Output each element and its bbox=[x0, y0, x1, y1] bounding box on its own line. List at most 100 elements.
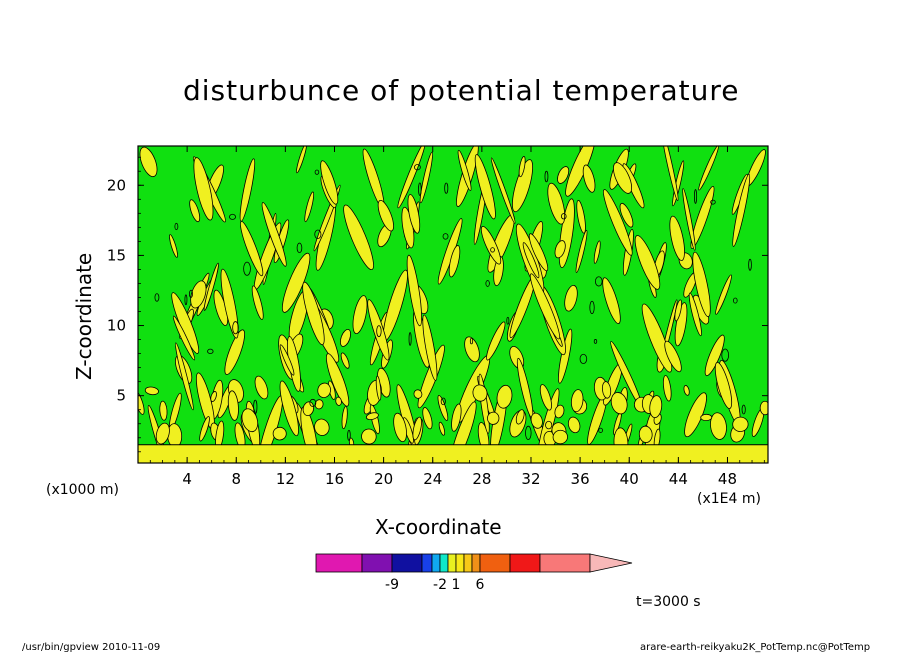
contour-region bbox=[422, 407, 433, 430]
contour-region bbox=[496, 384, 513, 409]
contour-region bbox=[486, 321, 506, 361]
contour-region bbox=[547, 182, 566, 225]
x-tick-label: 12 bbox=[276, 470, 295, 488]
contour-line bbox=[408, 332, 412, 346]
contour-region bbox=[789, 177, 800, 195]
colorbar-swatch bbox=[421, 553, 433, 573]
x-tick-label: 16 bbox=[325, 470, 344, 488]
x-tick-label: 44 bbox=[669, 470, 688, 488]
contour-region bbox=[422, 314, 438, 381]
y-tick-label: 15 bbox=[107, 246, 126, 264]
contour-region bbox=[518, 156, 526, 178]
colorbar-swatch bbox=[463, 553, 473, 573]
contour-region bbox=[437, 394, 449, 421]
contour-region bbox=[169, 234, 178, 258]
contour-region bbox=[487, 411, 500, 425]
contour-region bbox=[710, 412, 727, 440]
contour-region bbox=[341, 406, 348, 430]
contour-region bbox=[138, 390, 145, 415]
contour-region bbox=[377, 199, 394, 232]
contour-line bbox=[694, 189, 698, 204]
contour-region bbox=[732, 173, 751, 247]
contour-region bbox=[451, 403, 462, 432]
contour-region bbox=[688, 292, 702, 337]
contour-region bbox=[610, 392, 628, 415]
contour-line bbox=[232, 321, 239, 335]
contour-region bbox=[698, 146, 719, 191]
contour-region bbox=[279, 344, 295, 376]
contour-region bbox=[704, 334, 725, 377]
footer-left: /usr/bin/gpview 2010-11-09 bbox=[22, 642, 161, 653]
contour-region bbox=[714, 361, 733, 409]
contour-line bbox=[243, 261, 251, 276]
contour-region bbox=[634, 235, 661, 290]
contour-region bbox=[227, 390, 239, 421]
contour-region bbox=[193, 157, 214, 221]
footer-right: arare-earth-reikyaku2K_PotTemp.nc@PotTem… bbox=[640, 642, 871, 653]
contour-region bbox=[352, 295, 368, 335]
contour-line bbox=[189, 289, 193, 299]
contour-region bbox=[515, 409, 525, 425]
x-ticks: 4 8 12 16 20 24 28 32 36 40 44 48 bbox=[149, 146, 765, 488]
contour-region bbox=[335, 396, 342, 406]
contour-region bbox=[641, 303, 673, 373]
contour-line bbox=[229, 213, 236, 220]
y-tick-label: 10 bbox=[107, 317, 126, 335]
colorbar-swatch bbox=[361, 553, 393, 573]
contour-region bbox=[220, 268, 239, 339]
contour-line bbox=[296, 242, 303, 254]
chart-title: disturbunce of potential temperature bbox=[183, 74, 740, 107]
contour-region bbox=[189, 199, 201, 223]
contour-line bbox=[253, 399, 258, 415]
x-unit-label: (x1000 m) bbox=[46, 482, 119, 498]
contour-region bbox=[480, 225, 502, 265]
contour-region bbox=[144, 386, 159, 396]
contour-region bbox=[564, 284, 578, 312]
contour-region bbox=[649, 395, 663, 419]
contour-line bbox=[309, 398, 317, 407]
contour-region bbox=[576, 199, 586, 234]
contour-region bbox=[804, 215, 822, 256]
contour-line bbox=[485, 280, 490, 287]
contour-line bbox=[593, 339, 598, 344]
contour-region bbox=[662, 375, 672, 402]
colorbar-tick-label: 6 bbox=[476, 577, 485, 593]
contour-region bbox=[661, 146, 679, 202]
contour-line bbox=[710, 199, 716, 205]
contour-region bbox=[406, 254, 422, 327]
contour-line bbox=[376, 325, 382, 338]
contour-region bbox=[692, 251, 711, 318]
contour-region bbox=[224, 329, 246, 375]
colorbar: -9 -2 1 6 bbox=[315, 553, 633, 593]
contour-region bbox=[343, 204, 374, 271]
contour-line bbox=[594, 276, 603, 287]
colorbar-tick-label: -2 bbox=[433, 577, 447, 593]
contour-region bbox=[159, 400, 168, 421]
x-tick-label: 36 bbox=[571, 470, 590, 488]
contour-region bbox=[522, 242, 540, 279]
contour-region bbox=[304, 191, 315, 223]
contour-line bbox=[732, 297, 738, 304]
contour-line bbox=[442, 233, 449, 240]
x-tick-label: 24 bbox=[423, 470, 442, 488]
contour-region bbox=[529, 273, 560, 340]
contour-region bbox=[279, 380, 299, 437]
contour-region bbox=[619, 202, 634, 228]
colorbar-tick-label: -9 bbox=[385, 577, 399, 593]
contour-region bbox=[296, 146, 308, 174]
contour-region bbox=[397, 146, 426, 209]
x-tick-label: 48 bbox=[718, 470, 737, 488]
colorbar-extension bbox=[589, 553, 633, 573]
contour-region bbox=[690, 185, 715, 249]
contour-region bbox=[603, 189, 633, 256]
contour-region bbox=[490, 157, 516, 224]
y-axis-label: Z-coordinate bbox=[72, 252, 96, 380]
contour-line bbox=[418, 182, 422, 196]
contour-region bbox=[582, 164, 596, 193]
contour-field bbox=[94, 146, 822, 463]
contour-region bbox=[575, 229, 588, 274]
contour-region bbox=[412, 416, 422, 441]
colorbar-swatch bbox=[509, 553, 541, 573]
contour-region bbox=[94, 196, 112, 221]
contour-region bbox=[512, 159, 534, 213]
